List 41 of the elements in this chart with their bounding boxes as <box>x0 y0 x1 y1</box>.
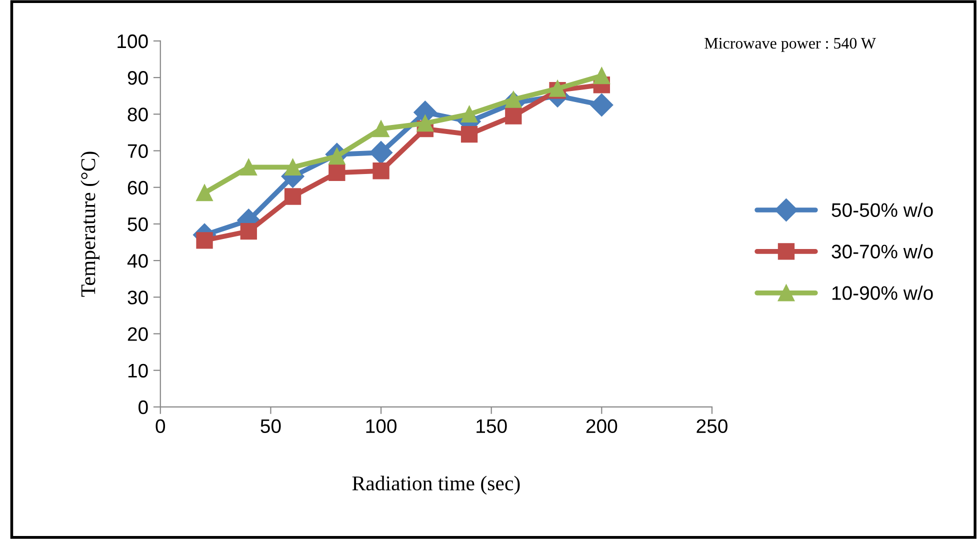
annotation: Microwave power : 540 W <box>704 38 876 52</box>
y-tick-label: 80 <box>128 108 148 122</box>
x-tick-label: 200 <box>586 419 618 434</box>
point <box>372 162 390 180</box>
point <box>372 120 390 138</box>
point <box>505 108 522 124</box>
y-tick-label: 70 <box>128 144 148 158</box>
legend-label: 30-70% w/o <box>832 244 933 258</box>
point <box>284 158 302 176</box>
y-tick-label: 60 <box>128 180 148 195</box>
legend-label: 50-50% w/o <box>832 202 933 217</box>
y-tick-label: 20 <box>128 327 148 341</box>
legend-label: 10-90% w/o <box>832 286 933 300</box>
point <box>240 222 257 240</box>
x-axis-title: Radiation time (sec) <box>352 476 520 495</box>
y-tick-label: 90 <box>128 71 148 85</box>
x-tick-label: 0 <box>156 419 166 434</box>
point <box>460 126 478 143</box>
point <box>370 141 393 164</box>
point <box>284 188 302 205</box>
point <box>196 232 213 249</box>
y-axis-title: Temperature (°C) <box>80 152 100 297</box>
point <box>196 184 213 202</box>
point <box>328 148 346 165</box>
y-tick-label: 50 <box>128 217 148 232</box>
point <box>416 114 434 132</box>
y-tick-label: 40 <box>127 254 148 268</box>
point <box>505 91 522 108</box>
x-tick-label: 100 <box>366 419 396 434</box>
point <box>593 67 610 84</box>
point <box>460 106 478 122</box>
y-tick-label: 0 <box>138 400 148 414</box>
y-tick-label: 10 <box>128 364 148 378</box>
point <box>590 94 614 117</box>
point <box>328 164 346 182</box>
x-tick-label: 150 <box>476 419 507 434</box>
y-tick-label: 30 <box>128 290 148 304</box>
point <box>240 158 257 176</box>
x-tick-label: 250 <box>696 419 728 434</box>
x-tick-label: 50 <box>260 419 281 434</box>
y-tick-label: 100 <box>118 34 148 48</box>
